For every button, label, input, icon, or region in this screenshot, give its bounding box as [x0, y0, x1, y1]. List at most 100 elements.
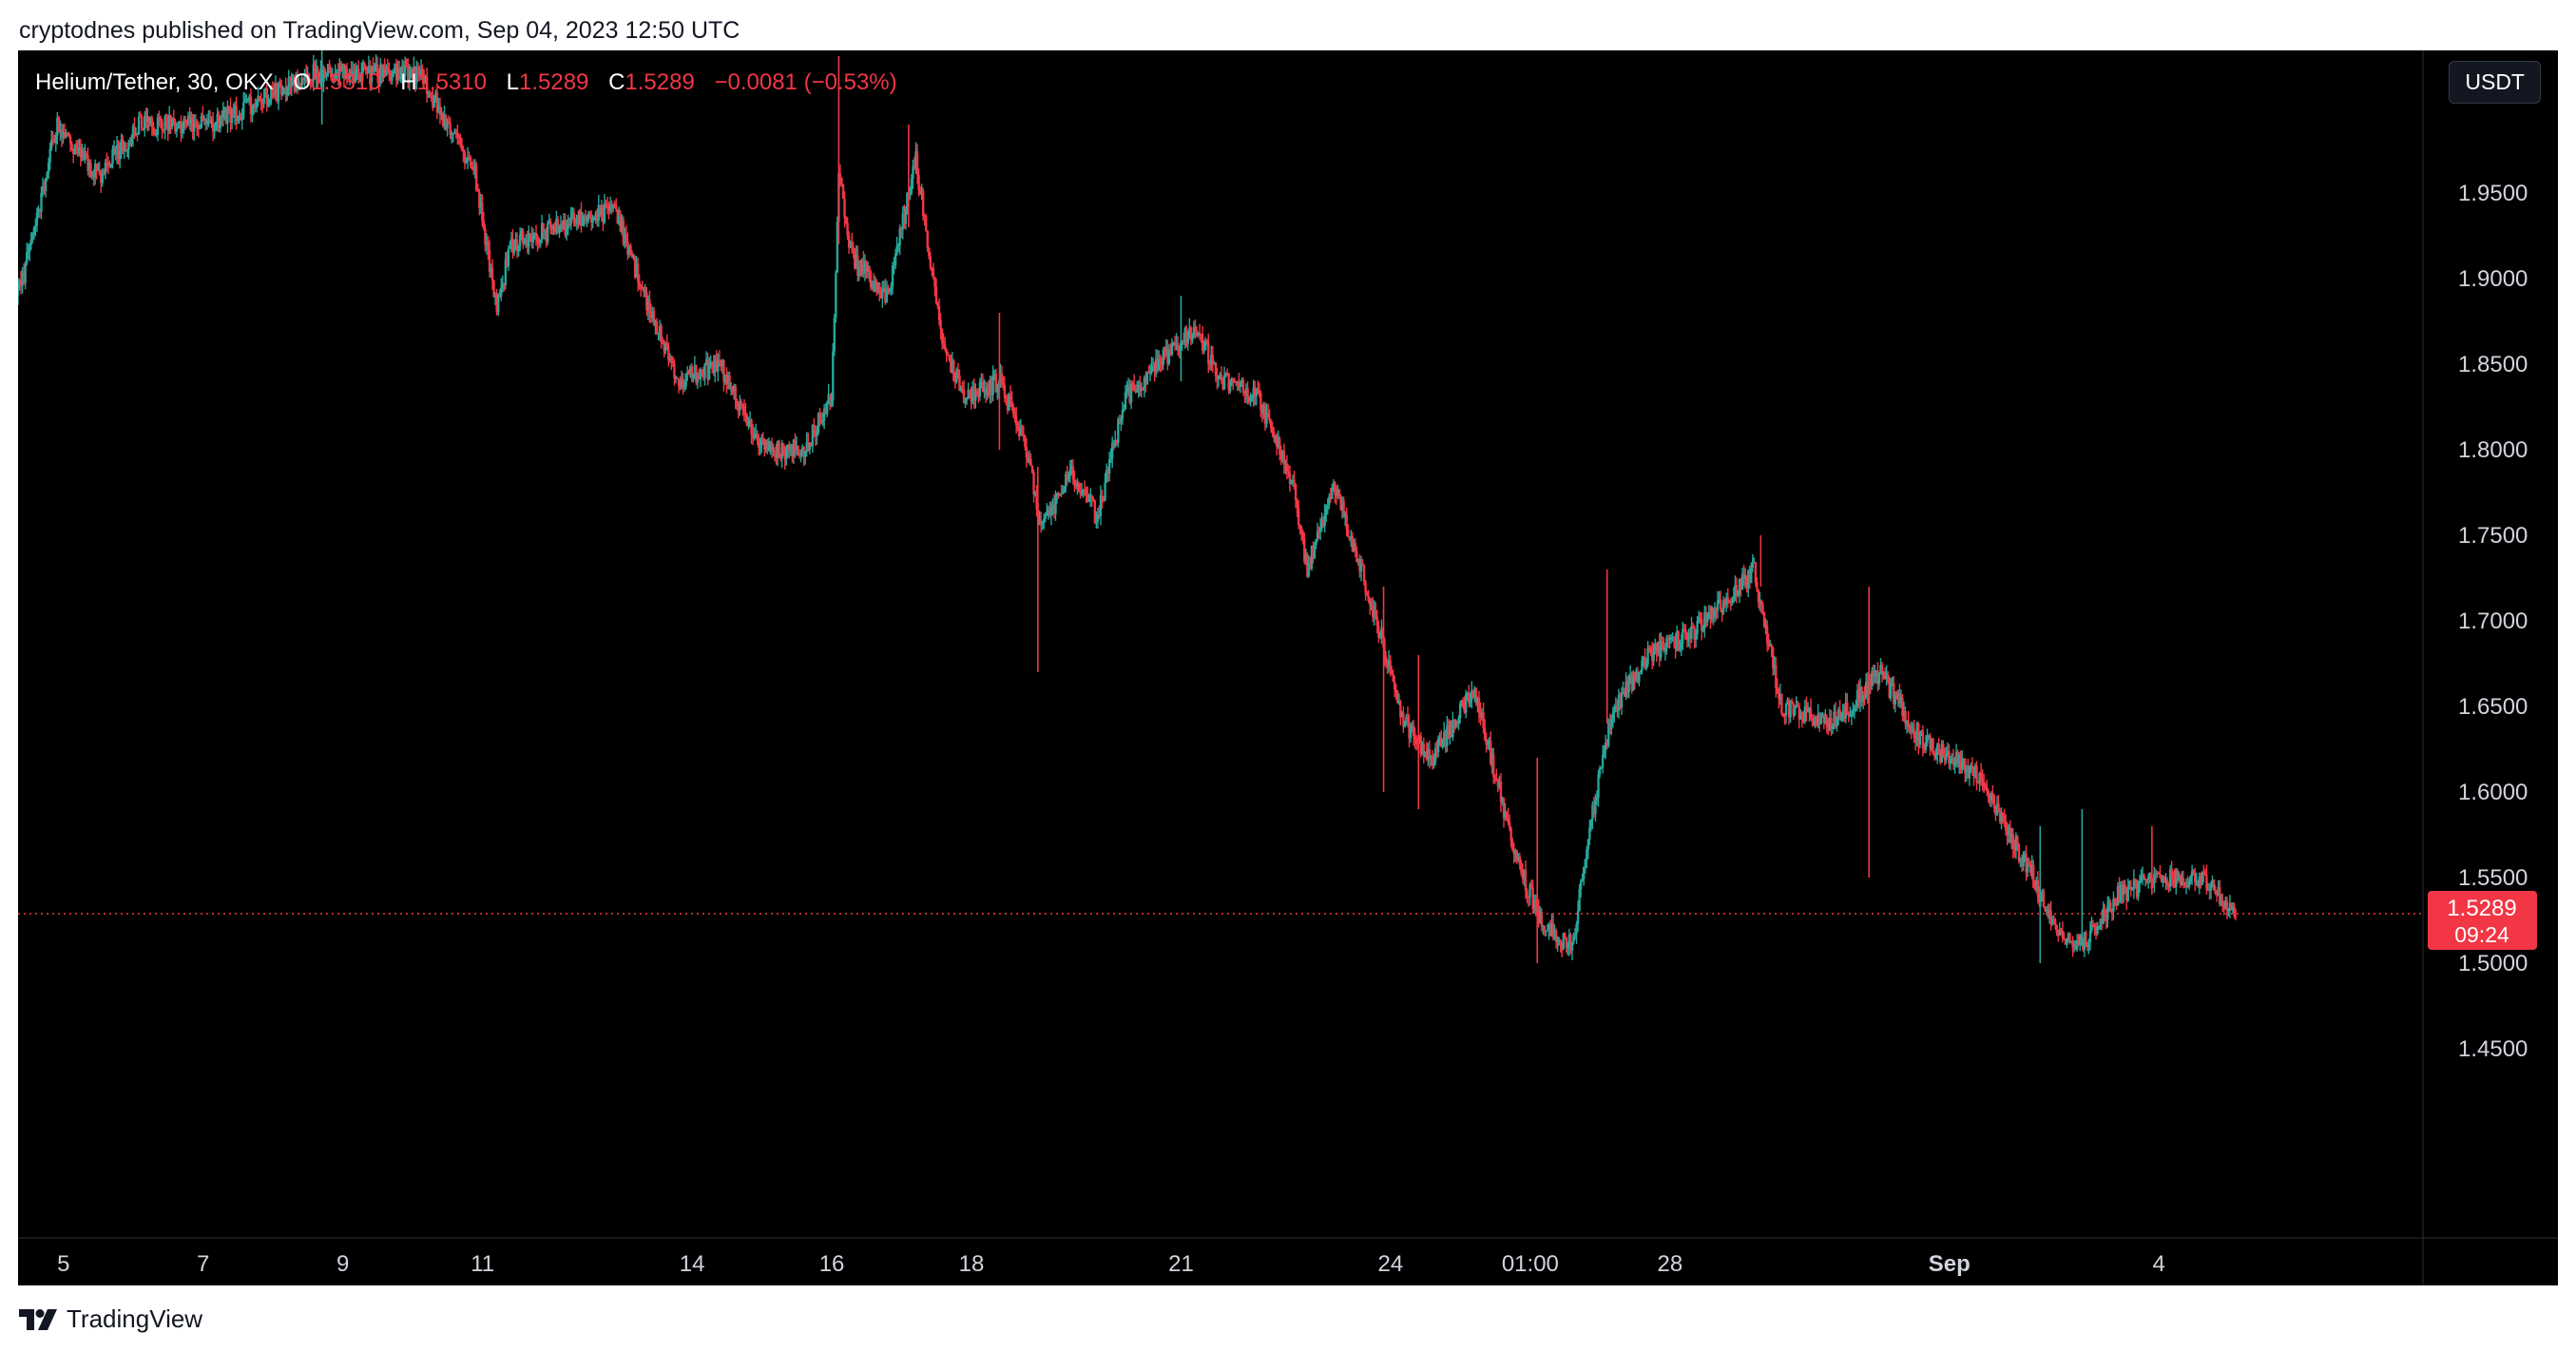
- candle-body: [1318, 528, 1322, 531]
- candle-body: [1825, 716, 1829, 728]
- candle-body: [1230, 378, 1233, 383]
- candle-body: [351, 71, 355, 75]
- candle-body: [2030, 865, 2033, 873]
- candle-body: [2206, 889, 2210, 891]
- candle-body: [218, 113, 221, 129]
- candle-body: [2176, 870, 2180, 880]
- chart-panel[interactable]: 1.4500 1.5000 1.5500 1.6000 1.6500 1.7000 1.75…: [18, 50, 2558, 1285]
- candle-body: [1822, 716, 1826, 724]
- candle-body: [764, 440, 768, 450]
- candle-body: [677, 378, 681, 386]
- candle-body: [668, 357, 672, 360]
- candle-body: [1400, 712, 1404, 718]
- candle-body: [1329, 496, 1333, 499]
- candle-body: [1085, 491, 1087, 495]
- candle-body: [633, 256, 637, 278]
- candle-body: [1043, 518, 1046, 523]
- candle-body: [1373, 609, 1375, 617]
- candle-body: [1383, 638, 1386, 657]
- candle-body: [127, 142, 130, 150]
- candle-body: [1083, 489, 1086, 492]
- candle-body: [1438, 737, 1441, 739]
- candle-body: [1051, 504, 1054, 508]
- candle-body: [726, 376, 730, 384]
- candle-body: [1521, 873, 1525, 879]
- candle-body: [1048, 508, 1051, 516]
- candle-body: [1607, 723, 1610, 746]
- candle-body: [306, 74, 309, 83]
- candle-body: [496, 294, 500, 312]
- candle-body: [1010, 400, 1013, 407]
- currency-button[interactable]: USDT: [2449, 61, 2541, 104]
- candle-body: [276, 84, 279, 102]
- candle-body: [67, 133, 70, 137]
- candle-body: [18, 280, 21, 287]
- candle-body: [1706, 614, 1709, 623]
- candle-body: [2064, 939, 2067, 945]
- candle-body: [1359, 563, 1363, 571]
- candle-body: [1671, 637, 1674, 639]
- candle-body: [1839, 718, 1843, 721]
- candle-body: [1018, 430, 1021, 436]
- candle-body: [1272, 431, 1276, 438]
- candle-body: [1148, 371, 1152, 374]
- candlestick-chart[interactable]: 1.45001.50001.55001.60001.65001.70001.75…: [18, 50, 2558, 1285]
- candle-body: [1757, 589, 1760, 603]
- candle-body: [1336, 489, 1339, 497]
- candle-body: [1030, 465, 1034, 473]
- candle-body: [1675, 631, 1679, 649]
- candle-body: [2086, 944, 2089, 947]
- candle-body: [1586, 849, 1588, 860]
- candle-body: [887, 288, 890, 293]
- candle-body: [1492, 754, 1495, 778]
- legend-symbol[interactable]: Helium/Tether, 30, OKX: [35, 69, 274, 95]
- candle-body: [1688, 632, 1692, 639]
- candle-body: [1792, 703, 1795, 716]
- candle-body: [2195, 879, 2198, 883]
- candle-body: [1748, 570, 1751, 584]
- candle-body: [602, 206, 605, 222]
- candle-body: [1703, 612, 1706, 628]
- candle-body: [1817, 713, 1819, 724]
- candle-body: [545, 231, 548, 242]
- candle-body: [1968, 765, 1971, 779]
- candle-body: [1644, 656, 1646, 669]
- time-tick-label: Sep: [1929, 1251, 1970, 1277]
- candle-body: [660, 326, 663, 343]
- candle-body: [2165, 879, 2169, 885]
- candle-body: [717, 359, 720, 372]
- candle-body: [624, 234, 626, 244]
- candle-body: [1608, 723, 1611, 729]
- price-tick-label: 1.6000: [2458, 780, 2528, 805]
- candle-body: [1499, 782, 1503, 802]
- candle-body: [1989, 797, 1991, 802]
- candle-body: [1211, 355, 1215, 363]
- candle-body: [1565, 937, 1568, 948]
- candle-body: [1422, 744, 1426, 757]
- candle-body: [53, 142, 56, 144]
- candle-body: [2181, 878, 2183, 885]
- candle-body: [450, 133, 453, 136]
- candle-body: [682, 378, 684, 388]
- candle-body: [1293, 479, 1296, 484]
- tradingview-logo[interactable]: TradingView: [19, 1304, 202, 1334]
- candle-body: [619, 216, 622, 232]
- candle-body: [1594, 800, 1597, 815]
- candle-body: [1512, 849, 1515, 855]
- candle-body: [2228, 902, 2232, 911]
- candle-body: [1682, 628, 1686, 630]
- candle-body: [1523, 870, 1526, 879]
- candle-body: [542, 222, 545, 233]
- candle-body: [421, 68, 424, 79]
- candle-body: [865, 263, 868, 272]
- candle-body: [1189, 327, 1193, 340]
- candle-body: [807, 442, 810, 451]
- candle-body: [539, 239, 542, 244]
- candle-body: [600, 206, 604, 216]
- candle-body: [112, 146, 116, 149]
- candle-body: [1742, 573, 1745, 579]
- candle-body: [706, 359, 709, 379]
- candle-body: [1325, 506, 1328, 513]
- candle-body: [1285, 463, 1289, 473]
- candle-body: [769, 441, 772, 448]
